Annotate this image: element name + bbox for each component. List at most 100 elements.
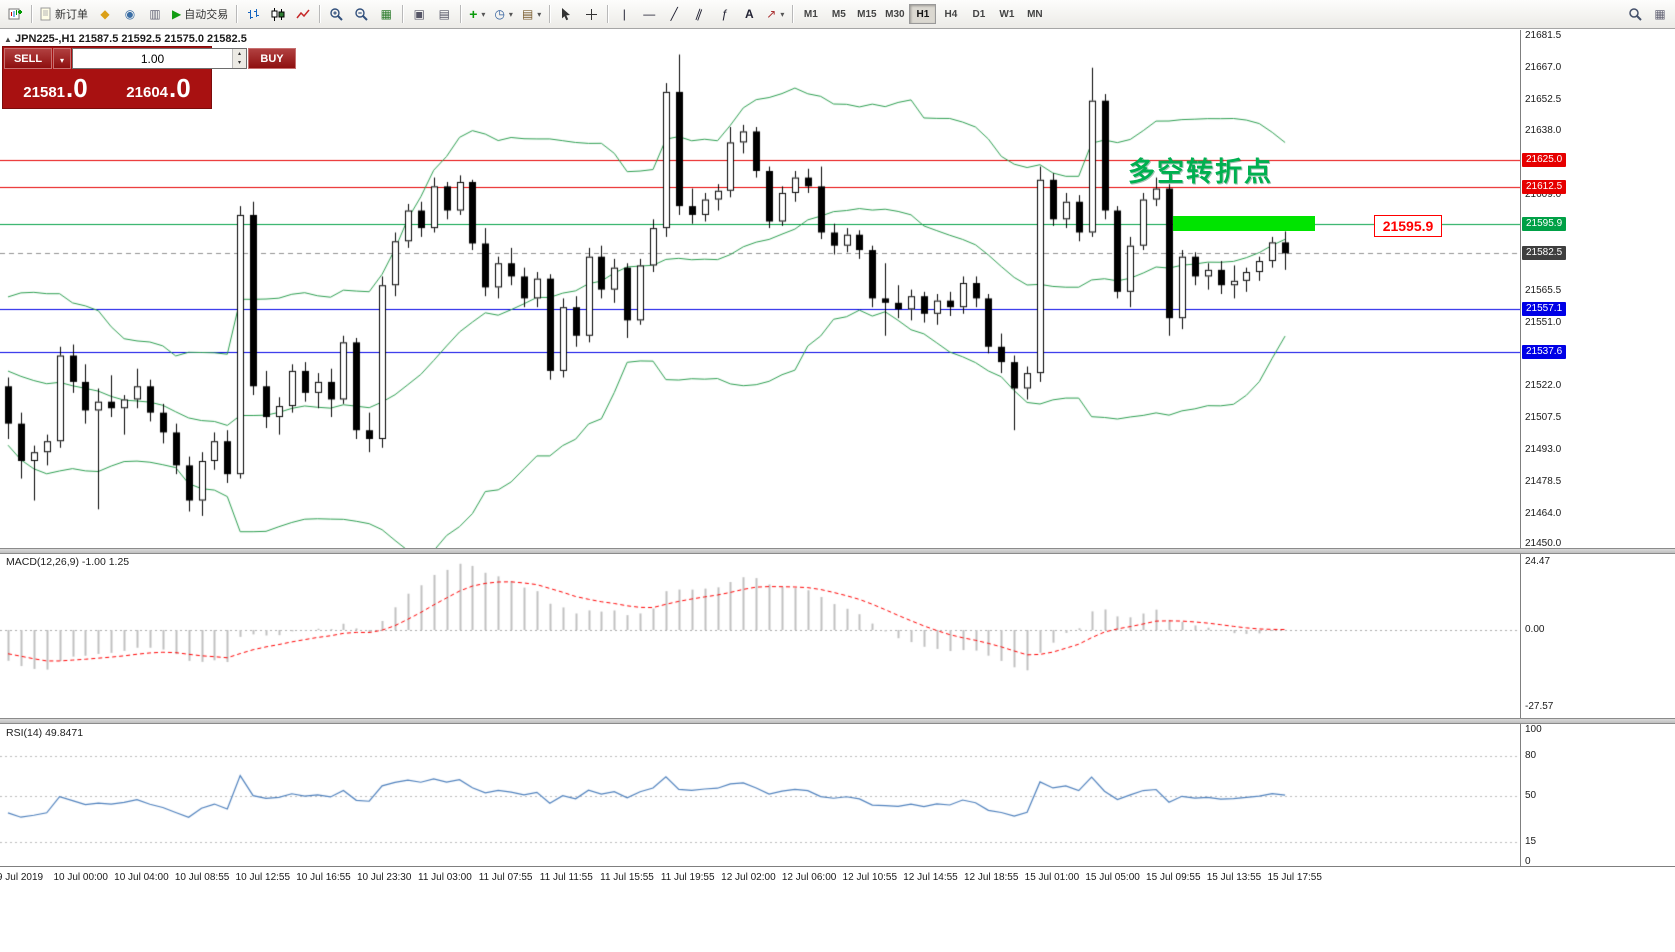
bar-chart-icon [247, 8, 259, 19]
fibonacci-button[interactable]: ƒ [712, 3, 736, 25]
timeframe-mn-button[interactable]: MN [1021, 4, 1048, 24]
time-axis-label: 12 Jul 10:55 [842, 872, 898, 883]
price-tick-label: 21652.5 [1525, 93, 1562, 105]
price-tick-label: 21507.5 [1525, 412, 1562, 424]
toolbar-separator [402, 5, 404, 23]
order-type-dropdown[interactable]: ▾ [53, 48, 71, 69]
toolbar-separator [31, 5, 32, 23]
price-tick-label: 21565.5 [1525, 284, 1562, 296]
timeframe-m5-button[interactable]: M5 [825, 4, 852, 24]
volume-increase-button[interactable]: ▴ [233, 49, 246, 59]
time-axis-label: 12 Jul 14:55 [903, 872, 958, 883]
price-tick-label: 15 [1525, 836, 1537, 848]
price-tick-label: 21493.0 [1525, 444, 1562, 455]
price-tick-label: 80 [1525, 750, 1537, 762]
panel-splitter[interactable] [0, 718, 1675, 724]
chart-annotation-text[interactable]: 多空转折点 [1128, 157, 1273, 187]
panel-toggle-button[interactable]: ▦ [1648, 3, 1672, 25]
new-chart-button[interactable] [3, 3, 27, 25]
time-axis-label: 12 Jul 02:00 [721, 872, 776, 883]
periods-button[interactable]: ◷ ▾ [490, 3, 517, 25]
tile-windows-icon: ▦ [380, 7, 392, 21]
play-icon: ▶ [172, 7, 182, 21]
price-tick-label: 50 [1525, 790, 1537, 801]
hline-axis-label: 21595.9 [1522, 216, 1567, 231]
volume-input[interactable] [73, 49, 232, 68]
macd-panel-canvas[interactable] [0, 554, 1520, 718]
time-axis[interactable]: 9 Jul 2019 10 Jul 00:00 10 Jul 04:00 10 Jul… [0, 867, 1675, 891]
crosshair-button[interactable] [579, 3, 603, 25]
template-icon: ▤ [521, 7, 534, 21]
arrange-windows-button[interactable]: ▤ [432, 3, 456, 25]
toolbar-separator [549, 5, 551, 23]
candlestick-chart-button[interactable] [266, 3, 290, 25]
autotrading-button[interactable]: ▶ 自动交易 [168, 3, 232, 25]
time-axis-label: 11 Jul 11:55 [539, 872, 593, 883]
price-tick-label: 21450.0 [1525, 538, 1562, 550]
new-order-label: 新订单 [55, 9, 88, 21]
chevron-down-icon: ▾ [59, 56, 64, 65]
time-axis-label: 12 Jul 06:00 [781, 872, 837, 883]
horizontal-line-button[interactable]: — [637, 3, 661, 25]
sell-button[interactable]: SELL [4, 48, 52, 69]
fibonacci-icon: ƒ [720, 7, 728, 21]
vertical-line-icon: | [622, 7, 626, 21]
turning-point-zone-rectangle[interactable] [1173, 215, 1315, 231]
indicators-button[interactable]: + ▾ [465, 3, 489, 25]
price-chart-canvas[interactable] [0, 30, 1520, 548]
cascade-windows-button[interactable]: ▣ [407, 3, 431, 25]
equidistant-channel-button[interactable]: ∥ [687, 3, 711, 25]
time-axis-label: 10 Jul 16:55 [296, 872, 351, 883]
data-window-icon: ▥ [149, 7, 161, 21]
hline-axis-label: 21582.5 [1522, 246, 1567, 261]
time-axis-label: 15 Jul 13:55 [1206, 872, 1262, 883]
panel-splitter[interactable] [0, 548, 1675, 554]
volume-spinner: ▴ ▾ [232, 49, 246, 68]
rsi-panel-canvas[interactable] [0, 724, 1520, 866]
time-axis-label: 9 Jul 2019 [0, 872, 44, 883]
timeframe-h4-button[interactable]: H4 [937, 4, 964, 24]
chevron-down-icon: ▾ [481, 9, 486, 19]
price-tick-label: 21551.0 [1525, 316, 1562, 328]
price-axis[interactable]: 21681.5 21667.0 21652.5 21638.0 21609.0 21565… [1520, 30, 1675, 867]
hline-axis-label: 21612.5 [1522, 180, 1567, 195]
trendline-button[interactable]: ╱ [662, 3, 686, 25]
zoom-out-button[interactable] [349, 3, 373, 25]
data-window-button[interactable]: ▥ [143, 3, 167, 25]
zoom-in-icon [330, 8, 343, 21]
toolbar: 新订单 ◆ ◉ ▥ ▶ 自动交易 ▦ ▣ ▤ + ▾ ◷ ▾ ▤ ▾ [0, 0, 1675, 29]
templates-button[interactable]: ▤ ▾ [518, 3, 545, 25]
market-watch-button[interactable]: ◉ [118, 3, 142, 25]
chevron-down-icon: ▾ [508, 9, 513, 19]
oneclick-collapse-arrow[interactable]: ▲ [4, 35, 12, 44]
zoom-out-icon [355, 8, 368, 21]
metaeditor-button[interactable]: ◆ [93, 3, 117, 25]
price-tick-label: 0 [1525, 856, 1531, 867]
buy-button[interactable]: BUY [248, 48, 296, 69]
time-axis-label: 11 Jul 19:55 [660, 872, 715, 883]
price-tick-label: 24.47 [1525, 555, 1551, 567]
time-axis-label: 10 Jul 08:55 [174, 872, 230, 883]
bar-chart-button[interactable] [241, 3, 265, 25]
search-button[interactable] [1623, 3, 1647, 25]
time-axis-separator [0, 866, 1675, 867]
timeframe-w1-button[interactable]: W1 [993, 4, 1020, 24]
timeframe-m15-button[interactable]: M15 [853, 4, 880, 24]
sell-price[interactable]: 21581.0 [4, 75, 107, 101]
zoom-in-button[interactable] [324, 3, 348, 25]
tile-windows-button[interactable]: ▦ [374, 3, 398, 25]
price-callout-label[interactable]: 21595.9 [1374, 215, 1442, 237]
text-tool-button[interactable]: A [737, 3, 761, 25]
timeframe-m30-button[interactable]: M30 [881, 4, 908, 24]
buy-price[interactable]: 21604.0 [107, 75, 210, 101]
timeframe-m1-button[interactable]: M1 [797, 4, 824, 24]
cursor-button[interactable] [554, 3, 578, 25]
timeframe-d1-button[interactable]: D1 [965, 4, 992, 24]
new-order-button[interactable]: 新订单 [36, 3, 92, 25]
vertical-line-button[interactable]: | [612, 3, 636, 25]
rsi-indicator-label: RSI(14) 49.8471 [6, 727, 84, 739]
timeframe-h1-button[interactable]: H1 [909, 4, 937, 24]
arrows-tool-button[interactable]: ↗ ▾ [762, 3, 788, 25]
volume-decrease-button[interactable]: ▾ [233, 58, 246, 68]
line-chart-button[interactable] [291, 3, 315, 25]
